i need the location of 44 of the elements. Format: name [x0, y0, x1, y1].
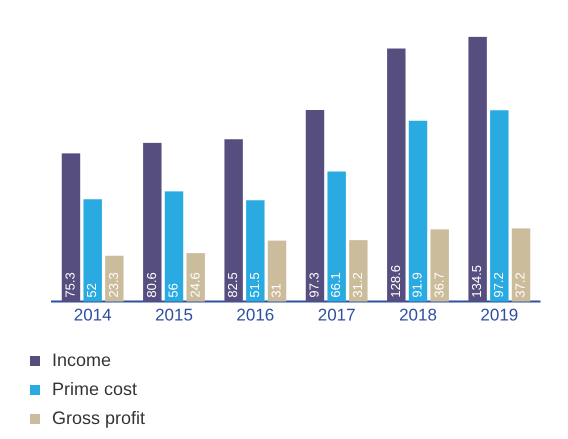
data-label: 82.5 — [225, 272, 240, 298]
data-label: 66.1 — [328, 272, 344, 298]
bar — [143, 142, 162, 302]
bar — [224, 139, 243, 302]
data-label: 80.6 — [144, 272, 159, 298]
data-label: 51.5 — [246, 272, 262, 298]
bar — [408, 120, 428, 302]
bar — [186, 253, 205, 302]
data-label: 75.3 — [62, 272, 78, 298]
bar — [512, 228, 530, 302]
legend-label: Income — [52, 350, 112, 371]
bar — [268, 240, 286, 302]
legend-label: Prime cost — [52, 379, 138, 400]
data-label: 56 — [166, 283, 181, 298]
x-tick-label: 2017 — [318, 305, 356, 324]
data-label: 97.3 — [306, 272, 322, 298]
bar — [306, 110, 324, 302]
data-label: 37.2 — [512, 272, 528, 298]
data-label: 36.7 — [431, 272, 446, 298]
data-label: 128.6 — [388, 265, 403, 298]
data-label: 31 — [268, 283, 284, 298]
data-label: 97.2 — [490, 272, 506, 298]
data-label: 31.2 — [350, 272, 365, 298]
data-label: 23.3 — [106, 272, 121, 298]
bar — [62, 153, 80, 302]
legend-label: Gross profit — [52, 408, 146, 429]
bar — [349, 240, 368, 302]
bar — [468, 36, 487, 302]
data-label: 24.6 — [187, 272, 202, 298]
data-label: 91.9 — [410, 272, 425, 298]
x-tick-label: 2016 — [236, 305, 274, 324]
x-tick-label: 2014 — [74, 305, 112, 324]
x-tick-label: 2015 — [155, 305, 193, 324]
bar — [387, 48, 406, 302]
bar — [83, 199, 102, 302]
data-label: 134.5 — [469, 265, 484, 298]
bar — [246, 200, 265, 302]
x-tick-label: 2019 — [480, 305, 518, 324]
x-tick-label: 2018 — [399, 305, 437, 324]
bar — [327, 171, 346, 302]
bar — [430, 229, 449, 302]
bar — [490, 110, 509, 302]
bar — [164, 191, 184, 302]
data-label: 52 — [84, 283, 100, 298]
